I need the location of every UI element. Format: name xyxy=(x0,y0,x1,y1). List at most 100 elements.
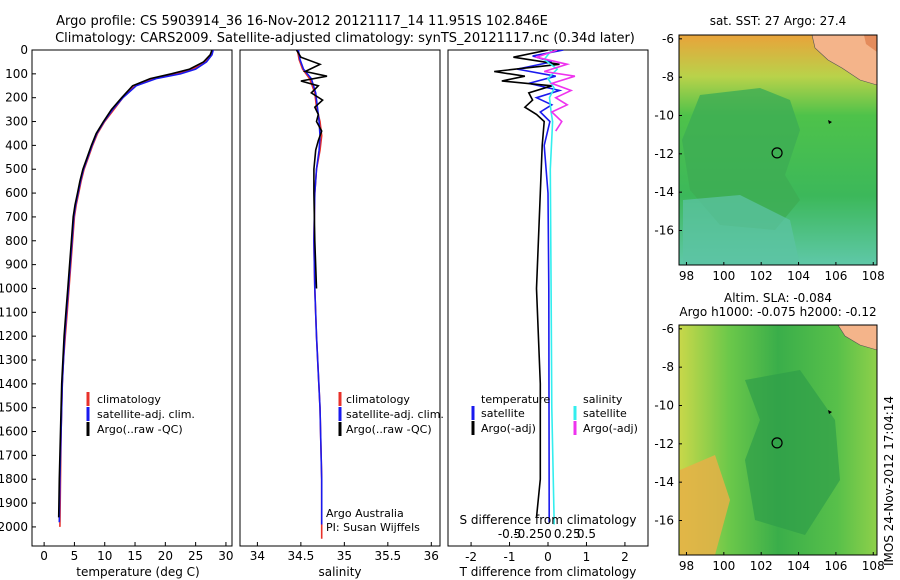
legend-title-temperature: temperature xyxy=(481,393,550,406)
x-tick-label: 36 xyxy=(424,549,439,563)
map-y-tick-label: -10 xyxy=(654,109,674,123)
x-tick-label: -1 xyxy=(504,550,516,564)
y-tick-label: 1800 xyxy=(0,472,28,486)
legend-label-argo: Argo(..raw -QC) xyxy=(97,423,183,436)
difference-xlabel: T difference from climatology xyxy=(459,565,637,579)
y-tick-label: 1100 xyxy=(0,305,28,319)
sla-map-subtitle: Argo h1000: -0.075 h2000: -0.12 xyxy=(679,305,876,319)
y-tick-label: 500 xyxy=(5,162,28,176)
series-line-satellite-adj-clim xyxy=(58,50,214,523)
sst-cool-region xyxy=(682,88,800,230)
legend-label-climatology: climatology xyxy=(346,393,410,406)
salinity-axes-frame xyxy=(239,49,441,547)
map-x-tick-label: 98 xyxy=(679,269,694,283)
difference-legend: temperature satellite Argo(-adj) salinit… xyxy=(471,393,638,435)
y-tick-label: 1600 xyxy=(0,425,28,439)
difference-xlabel-top: S difference from climatology xyxy=(460,513,637,527)
x-tick-label: 2 xyxy=(621,550,629,564)
legend-label-satellite: satellite-adj. clim. xyxy=(346,408,444,421)
sst-map-panel: sat. SST: 27 Argo: 27.4 98 100 102 104 106 10… xyxy=(654,14,884,283)
legend-label-climatology: climatology xyxy=(97,393,161,406)
map-y-tick-label: -16 xyxy=(654,224,674,238)
series-line-temperature-argo-adj xyxy=(494,50,560,518)
legend-label-argo: Argo(..raw -QC) xyxy=(346,423,432,436)
map-y-tick-label: -12 xyxy=(654,147,674,161)
map-y-tick-label: -10 xyxy=(654,399,674,413)
salinity-panel: 34 34.5 35 35.5 36 salinity climatology sate… xyxy=(239,49,444,579)
salinity-legend: climatology satellite-adj. clim. Argo(..… xyxy=(338,392,444,436)
legend-title-salinity: salinity xyxy=(583,393,623,406)
temperature-panel: 0100200300400500600700800900100011001200… xyxy=(0,43,234,579)
x-tick-label: 0 xyxy=(544,550,552,564)
y-tick-label: 600 xyxy=(5,186,28,200)
difference-panel: -2 -1 0 1 2 -0.5-0.25 0 0.250.5 S difference f… xyxy=(447,49,649,579)
x-tick-label: 35 xyxy=(337,549,352,563)
y-tick-label: 1900 xyxy=(0,496,28,510)
x-tick-label: 15 xyxy=(127,549,142,563)
y-tick-label: 700 xyxy=(5,210,28,224)
x-tick-label: 34 xyxy=(250,549,265,563)
y-tick-label: 400 xyxy=(5,138,28,152)
legend-label-salinity-argo: Argo(-adj) xyxy=(583,422,638,435)
map-x-tick-label: 98 xyxy=(679,559,694,573)
y-tick-label: 900 xyxy=(5,258,28,272)
x-tick-label: 1 xyxy=(583,550,591,564)
argo-float-position-marker xyxy=(771,147,783,159)
map-y-tick-label: -6 xyxy=(662,322,674,336)
legend-label-temperature-satellite: satellite xyxy=(481,407,525,420)
map-x-tick-label: 108 xyxy=(862,269,885,283)
sst-map-frame xyxy=(678,34,878,266)
salinity-diff-tick-label: -0.25 xyxy=(513,527,544,541)
y-tick-label: 100 xyxy=(5,67,28,81)
sla-map-frame xyxy=(678,324,878,556)
series-line-temperature-satellite xyxy=(517,50,564,523)
map-y-tick-label: -16 xyxy=(654,514,674,528)
y-tick-label: 1400 xyxy=(0,377,28,391)
christmas-island-marker xyxy=(828,410,832,414)
sst-map-title: sat. SST: 27 Argo: 27.4 xyxy=(710,14,847,28)
series-line-climatology xyxy=(59,50,214,527)
salinity-diff-tick-label: 0 xyxy=(544,527,552,541)
y-tick-label: 300 xyxy=(5,115,28,129)
map-x-tick-label: 106 xyxy=(824,559,847,573)
salinity-annotation-pi: PI: Susan Wijffels xyxy=(326,521,420,534)
map-x-tick-label: 100 xyxy=(712,559,735,573)
legend-label-temperature-argo: Argo(-adj) xyxy=(481,422,536,435)
map-y-tick-label: -14 xyxy=(654,185,674,199)
salinity-annotation-institution: Argo Australia xyxy=(326,507,404,520)
x-tick-label: 35.5 xyxy=(374,549,401,563)
x-tick-label: -2 xyxy=(465,550,477,564)
map-x-tick-label: 104 xyxy=(787,559,810,573)
salinity-xlabel: salinity xyxy=(318,565,361,579)
series-line-argo-raw-qc xyxy=(295,50,328,289)
series-line-argo-raw-qc xyxy=(57,50,213,518)
header-subtitle: Climatology: CARS2009. Satellite-adjuste… xyxy=(55,31,635,46)
y-tick-label: 1300 xyxy=(0,353,28,367)
x-tick-label: 34.5 xyxy=(288,549,315,563)
sst-coolest-region xyxy=(683,195,800,265)
sla-map-panel: Altim. SLA: -0.084 Argo h1000: -0.075 h2… xyxy=(654,291,884,573)
y-tick-label: 1000 xyxy=(0,281,28,295)
y-tick-label: 0 xyxy=(20,43,28,57)
salinity-diff-tick-label: -0.5 xyxy=(498,527,521,541)
map-x-tick-label: 102 xyxy=(750,269,773,283)
christmas-island-marker xyxy=(828,120,832,124)
x-tick-label: 5 xyxy=(71,549,79,563)
imos-credit: IMOS 24-Nov-2012 17:04:14 xyxy=(882,396,896,566)
series-line-satellite-adj-clim xyxy=(297,50,323,525)
x-tick-label: 30 xyxy=(218,549,233,563)
sst-hot-region xyxy=(864,35,877,52)
difference-axes-frame xyxy=(447,49,649,547)
salinity-diff-tick-label: 0.5 xyxy=(577,527,596,541)
sla-low-region xyxy=(745,370,840,535)
y-tick-label: 1700 xyxy=(0,448,28,462)
series-line-salinity-argo-adj xyxy=(533,50,576,132)
temperature-legend: climatology satellite-adj. clim. Argo(..… xyxy=(86,392,195,436)
y-tick-label: 1200 xyxy=(0,329,28,343)
salinity-diff-tick-label: 0.25 xyxy=(554,527,581,541)
x-tick-label: 20 xyxy=(158,549,173,563)
x-tick-label: 0 xyxy=(40,549,48,563)
map-y-tick-label: -12 xyxy=(654,437,674,451)
map-x-tick-label: 100 xyxy=(712,269,735,283)
